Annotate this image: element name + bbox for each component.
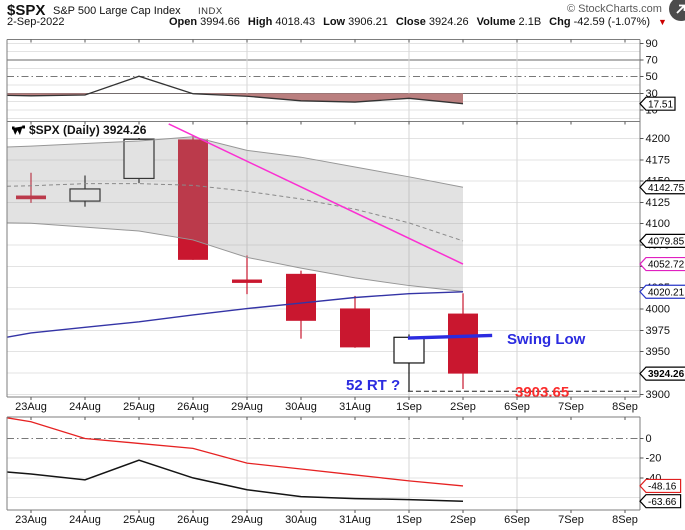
date-label: 1Sep (396, 401, 422, 413)
date-label: 7Sep (558, 514, 584, 526)
axis-label: 3975 (646, 325, 670, 337)
date-label: 29Aug (231, 514, 263, 526)
chartbug-icon (12, 124, 25, 135)
ohlc-field: Open 3994.66 (169, 16, 240, 28)
candle-body-23Aug (16, 195, 46, 200)
osc-black-line (6, 459, 464, 502)
date-label: 31Aug (339, 401, 371, 413)
svg-text:4052.72: 4052.72 (648, 260, 685, 271)
svg-text:-63.66: -63.66 (648, 497, 677, 508)
date-label: 23Aug (15, 514, 47, 526)
band-fill (7, 136, 463, 292)
date-label: 2Sep (450, 514, 476, 526)
candle-body-1Sep (393, 336, 425, 364)
axis-label: 3900 (646, 389, 670, 401)
price-callout: -63.66 (639, 494, 682, 509)
axis-label: 4200 (646, 133, 670, 145)
date-label: 23Aug (15, 401, 47, 413)
level-annotation-text: 3903.65 (515, 384, 569, 401)
date-label: 1Sep (396, 514, 422, 526)
price-callout: 4052.72 (639, 256, 685, 272)
date-label: 31Aug (339, 514, 371, 526)
axis-label: 3950 (646, 346, 670, 358)
osc-red-line (6, 417, 464, 487)
ohlc-field: High 4018.43 (247, 16, 316, 28)
rt-annotation-text: 52 RT ? (346, 377, 400, 394)
svg-text:3924.26: 3924.26 (648, 369, 685, 380)
date-label: 24Aug (69, 401, 101, 413)
trendline (168, 123, 464, 265)
date-label: 8Sep (612, 401, 638, 413)
swing-low-marker-line (407, 333, 493, 340)
symbol: $SPX (7, 2, 46, 19)
axis-label: 50 (646, 71, 658, 83)
svg-text:-48.16: -48.16 (648, 482, 677, 493)
price-callout: 4079.85 (639, 233, 685, 249)
candle-body-2Sep (448, 313, 478, 374)
band-upper (6, 136, 464, 188)
date-label: 7Sep (558, 401, 584, 413)
ohlc-field: Chg -42.59 (-1.07%) (549, 16, 650, 28)
date-label: 6Sep (504, 401, 530, 413)
ohlc-field: Low 3906.21 (323, 16, 388, 28)
candle-body-31Aug (340, 308, 370, 348)
candle-body-25Aug (123, 138, 155, 180)
date-label: 26Aug (177, 401, 209, 413)
date-label: 25Aug (123, 401, 155, 413)
date-label: 6Sep (504, 514, 530, 526)
svg-text:4020.21: 4020.21 (648, 287, 685, 298)
price-callout: 4142.75 (639, 180, 685, 195)
axis-label: 4175 (646, 154, 670, 166)
date-label: 8Sep (612, 514, 638, 526)
price-callout: 4020.21 (639, 284, 685, 299)
axis-label: 70 (646, 55, 658, 67)
candle-body-24Aug (69, 188, 101, 202)
rsi-line (6, 75, 464, 105)
price-panel-title: $SPX (Daily) 3924.26 (12, 123, 146, 137)
date-label: 25Aug (123, 514, 155, 526)
ohlc-field: Close 3924.26 (395, 16, 469, 28)
ohlc-field: Volume 2.1B (476, 16, 542, 28)
chart-date: 2-Sep-2022 (7, 16, 65, 28)
price-panel-title-text: $SPX (Daily) 3924.26 (29, 123, 147, 137)
band-lower (6, 222, 464, 293)
candle-body-29Aug (232, 279, 262, 283)
change-down-arrow: ▼ (658, 17, 667, 27)
swing-low-text: Swing Low (507, 331, 586, 348)
date-label: 2Sep (450, 401, 476, 413)
date-label: 30Aug (285, 401, 317, 413)
axis-label: -20 (646, 453, 662, 465)
candle-body-30Aug (286, 273, 316, 321)
price-callout: 17.51 (639, 96, 676, 111)
exchange-label: INDX (198, 6, 223, 17)
symbol-name: S&P 500 Large Cap Index (53, 5, 181, 17)
axis-label: 4125 (646, 197, 670, 209)
axis-label: 4000 (646, 304, 670, 316)
svg-text:17.51: 17.51 (648, 99, 673, 110)
axis-label: 0 (646, 433, 652, 445)
date-label: 26Aug (177, 514, 209, 526)
price-callout: -48.16 (639, 478, 682, 494)
svg-text:4142.75: 4142.75 (648, 183, 685, 194)
date-label: 24Aug (69, 514, 101, 526)
axis-label: 4100 (646, 218, 670, 230)
date-label: 29Aug (231, 401, 263, 413)
axis-label: 90 (646, 38, 658, 50)
date-label: 30Aug (285, 514, 317, 526)
ma-line (6, 291, 464, 338)
band-middle (6, 183, 464, 242)
svg-text:4079.85: 4079.85 (648, 237, 685, 248)
ohlc-row: Open 3994.66 High 4018.43 Low 3906.21 Close 392… (169, 16, 667, 28)
price-callout: 3924.26 (639, 366, 685, 381)
rsi-oversold-fill (7, 93, 463, 104)
credit: © StockCharts.com (567, 3, 662, 15)
